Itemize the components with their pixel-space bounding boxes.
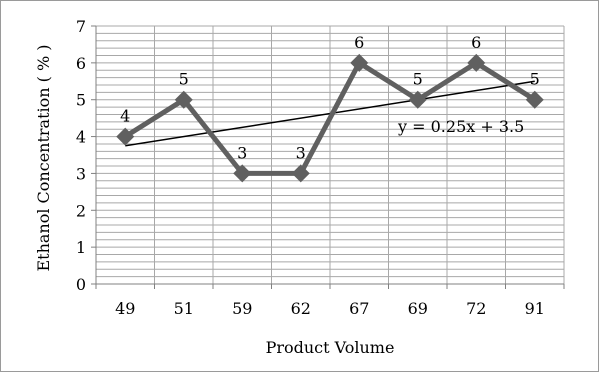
y-tick-label: 7 [76,17,86,36]
x-tick-label: 69 [408,299,428,318]
data-label: 5 [530,70,540,89]
data-label: 3 [237,143,247,162]
data-label: 6 [471,33,481,52]
x-tick-label: 62 [291,299,311,318]
data-point-marker [467,53,486,72]
y-tick-label: 3 [76,164,86,183]
data-point-marker [116,127,135,146]
x-axis-title: Product Volume [266,338,395,357]
x-tick-label: 49 [115,299,135,318]
labels: 4 5 3 3 6 5 6 5 [120,33,540,163]
y-axis-title: Ethanol Concentration ( % ) [34,44,53,271]
data-point-marker [525,90,544,109]
data-label: 5 [179,70,189,89]
x-tick-label: 59 [232,299,252,318]
data-point-marker [291,164,310,183]
x-tick-label: 72 [466,299,486,318]
x-tick-label: 51 [174,299,194,318]
series [116,53,544,183]
data-point-marker [233,164,252,183]
data-point-marker [350,53,369,72]
x-tick-label: 67 [349,299,369,318]
data-point-marker [408,90,427,109]
data-label: 6 [354,33,364,52]
series-line [123,59,537,176]
data-label: 5 [413,70,423,89]
y-tick-label: 0 [76,275,86,294]
trendline-equation: y = 0.25x + 3.5 [397,117,524,136]
y-tick-label: 4 [76,128,86,147]
y-tick-label: 6 [76,54,86,73]
data-label: 3 [296,143,306,162]
x-tick-label: 91 [525,299,545,318]
y-tick-label: 2 [76,201,86,220]
gridlines [95,25,565,285]
data-label: 4 [120,107,130,126]
y-tick-label: 1 [76,238,86,257]
data-point-marker [174,90,193,109]
y-tick-label: 5 [76,91,86,110]
